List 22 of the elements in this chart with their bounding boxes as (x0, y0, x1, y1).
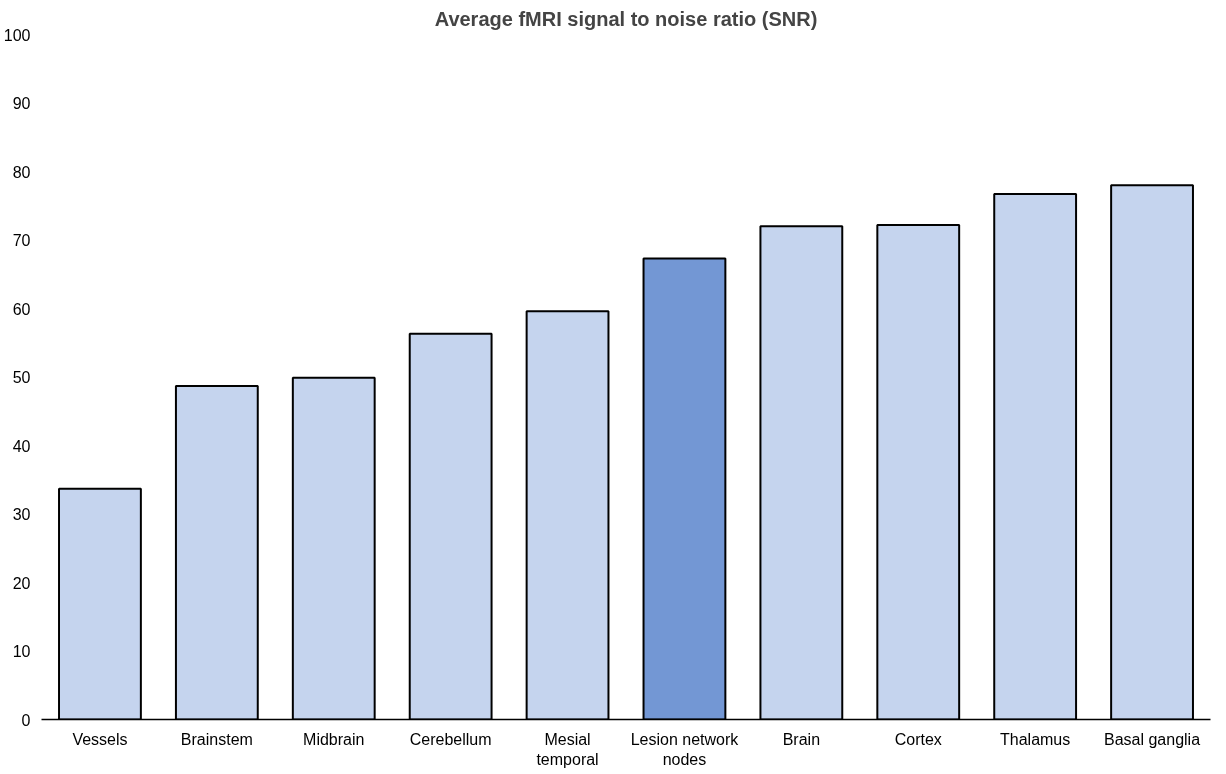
y-tick-label: 30 (12, 506, 31, 523)
y-tick-label: 80 (12, 163, 31, 181)
y-tick-label: 20 (12, 574, 31, 592)
y-tick-label: 50 (12, 369, 31, 386)
y-tick-label: 0 (21, 711, 31, 729)
x-tick-label: Lesion network nodes (630, 730, 740, 768)
y-tick-label: 90 (12, 95, 31, 112)
x-tick-label: Thalamus (1000, 730, 1071, 748)
x-tick-label: Brainstem (180, 730, 253, 748)
y-tick-label: 10 (12, 643, 31, 660)
x-tick-label: Mesial temporal (536, 730, 599, 768)
x-tick-label: Cortex (894, 730, 942, 748)
x-tick-label: Cerebellum (409, 730, 492, 748)
x-tick-label: Vessels (72, 730, 128, 748)
y-tick-label: 60 (12, 300, 31, 318)
y-tick-label: 100 (3, 26, 31, 44)
x-tick-label: Basal ganglia (1104, 730, 1201, 748)
x-tick-label: Midbrain (303, 730, 365, 748)
chart-title: Average fMRI signal to noise ratio (SNR) (434, 7, 818, 30)
x-tick-label: Brain (782, 730, 821, 748)
y-tick-label: 70 (12, 232, 31, 249)
y-tick-label: 40 (12, 437, 31, 455)
